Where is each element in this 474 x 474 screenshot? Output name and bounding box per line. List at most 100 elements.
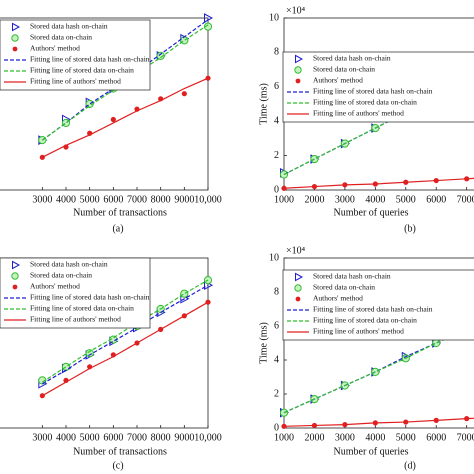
plot-frame (0, 17, 209, 191)
x-tick-label: 7000 (127, 432, 147, 443)
legend-box (282, 269, 474, 341)
fit-line (42, 77, 209, 158)
x-axis-label: Number of queries (334, 207, 409, 218)
legend-swatch (12, 22, 21, 32)
x-tick-label: 2000 (304, 432, 324, 443)
x-tick-label: 5000 (396, 432, 416, 443)
y-multiplier: ×10⁴ (286, 245, 306, 256)
marker (156, 51, 165, 60)
legend-label: Fitting line of authors' method (30, 77, 121, 86)
x-tick-label: 7000 (457, 194, 474, 205)
legend-label: Stored data hash on-chain (30, 260, 108, 269)
legend-label: Authors' method (30, 44, 80, 53)
marker (432, 338, 441, 348)
legend-swatch (295, 296, 301, 302)
panel-label: (b) (404, 223, 416, 234)
panel-label: (d) (404, 460, 416, 471)
legend-label: Stored data hash on-chain (30, 22, 108, 31)
legend-swatch (12, 46, 18, 52)
y-tick-label: 2 (274, 388, 279, 399)
plot-frame (283, 257, 474, 429)
x-tick-label: 4000 (56, 194, 76, 205)
marker (61, 362, 71, 371)
legend: Stored data hash on-chain Stored data on-… (282, 51, 474, 123)
x-tick-label: 1000 (274, 194, 294, 205)
x-tick-label: 3000 (335, 194, 355, 205)
legend: Stored data hash on-chain Stored data on-… (282, 269, 474, 341)
panel-label: (c) (112, 460, 123, 471)
marker (203, 22, 213, 31)
y-axis-label: Time (ms) (258, 83, 269, 125)
legend-label: Fitting line of authors' method (313, 327, 404, 336)
fit-line (42, 301, 209, 397)
fit-line (283, 417, 474, 427)
x-tick-label: 6000 (103, 194, 123, 205)
x-tick-label: 4000 (365, 194, 385, 205)
legend: Stored data hash on-chain Stored data on-… (0, 19, 151, 91)
fit-line (41, 24, 209, 141)
legend: Stored data hash on-chain Stored data on-… (0, 257, 151, 329)
x-tick-label: 10,000 (194, 432, 222, 443)
legend-label: Fitting line of stored data hash on-chai… (30, 55, 150, 64)
y-axis-label: Time (ms) (258, 322, 269, 364)
legend-label: Fitting line of stored data on-chain (313, 98, 417, 107)
legend-label: Authors' method (313, 294, 363, 303)
x-tick-label: 9000 (174, 194, 194, 205)
legend-label: Fitting line of authors' method (30, 315, 121, 324)
legend-swatch (295, 272, 304, 282)
legend-swatch (11, 272, 19, 280)
fit-line (42, 279, 209, 383)
legend-box (0, 19, 151, 91)
y-tick-label: 10 (269, 252, 279, 263)
y-tick-label: 8 (274, 286, 279, 297)
fit-line (283, 177, 474, 189)
x-tick-label: 8000 (151, 194, 171, 205)
x-tick-label: 5000 (396, 194, 416, 205)
legend-label: Fitting line of stored data on-chain (313, 316, 417, 325)
marker (204, 13, 214, 23)
y-tick-label: 4 (274, 115, 279, 126)
y-tick-label: 10 (269, 12, 279, 23)
legend-label: Stored data hash on-chain (313, 54, 391, 63)
y-tick-label: 6 (274, 320, 279, 331)
legend-label: Fitting line of stored data hash on-chai… (30, 293, 150, 302)
x-tick-label: 3000 (32, 432, 52, 443)
legend-swatch (294, 284, 302, 292)
legend-swatch (295, 78, 301, 84)
legend-label: Stored data on-chain (313, 283, 375, 292)
legend-box (282, 51, 474, 123)
legend-label: Stored data hash on-chain (313, 272, 391, 281)
legend-label: Fitting line of stored data hash on-chai… (313, 87, 433, 96)
legend-label: Fitting line of stored data on-chain (30, 304, 134, 313)
x-tick-label: 6000 (426, 194, 446, 205)
y-tick-label: 4 (274, 354, 279, 365)
x-tick-label: 4000 (56, 432, 76, 443)
legend-swatch (11, 34, 19, 42)
legend-label: Stored data on-chain (30, 271, 92, 280)
x-tick-label: 7000 (127, 194, 147, 205)
x-tick-label: 2000 (304, 194, 324, 205)
legend-box (0, 257, 151, 329)
x-axis-label: Number of transactions (73, 207, 167, 218)
legend-swatch (12, 260, 21, 270)
legend-swatch (294, 66, 302, 74)
legend-label: Fitting line of stored data on-chain (30, 66, 134, 75)
legend-swatch (12, 284, 18, 290)
x-tick-label: 4000 (365, 432, 385, 443)
x-tick-label: 5000 (80, 194, 100, 205)
y-multiplier: ×10⁴ (286, 5, 306, 16)
legend-label: Authors' method (30, 282, 80, 291)
marker (85, 349, 94, 358)
fit-line (42, 284, 209, 385)
marker (310, 154, 319, 164)
marker (181, 91, 187, 97)
x-axis-label: Number of queries (334, 446, 409, 457)
x-tick-label: 1000 (274, 432, 294, 443)
x-tick-label: 6000 (103, 432, 123, 443)
x-tick-label: 7000 (457, 432, 474, 443)
y-tick-label: 0 (274, 184, 279, 195)
x-tick-label: 10,000 (194, 194, 222, 205)
marker (110, 116, 116, 123)
y-tick-label: 8 (274, 47, 279, 58)
